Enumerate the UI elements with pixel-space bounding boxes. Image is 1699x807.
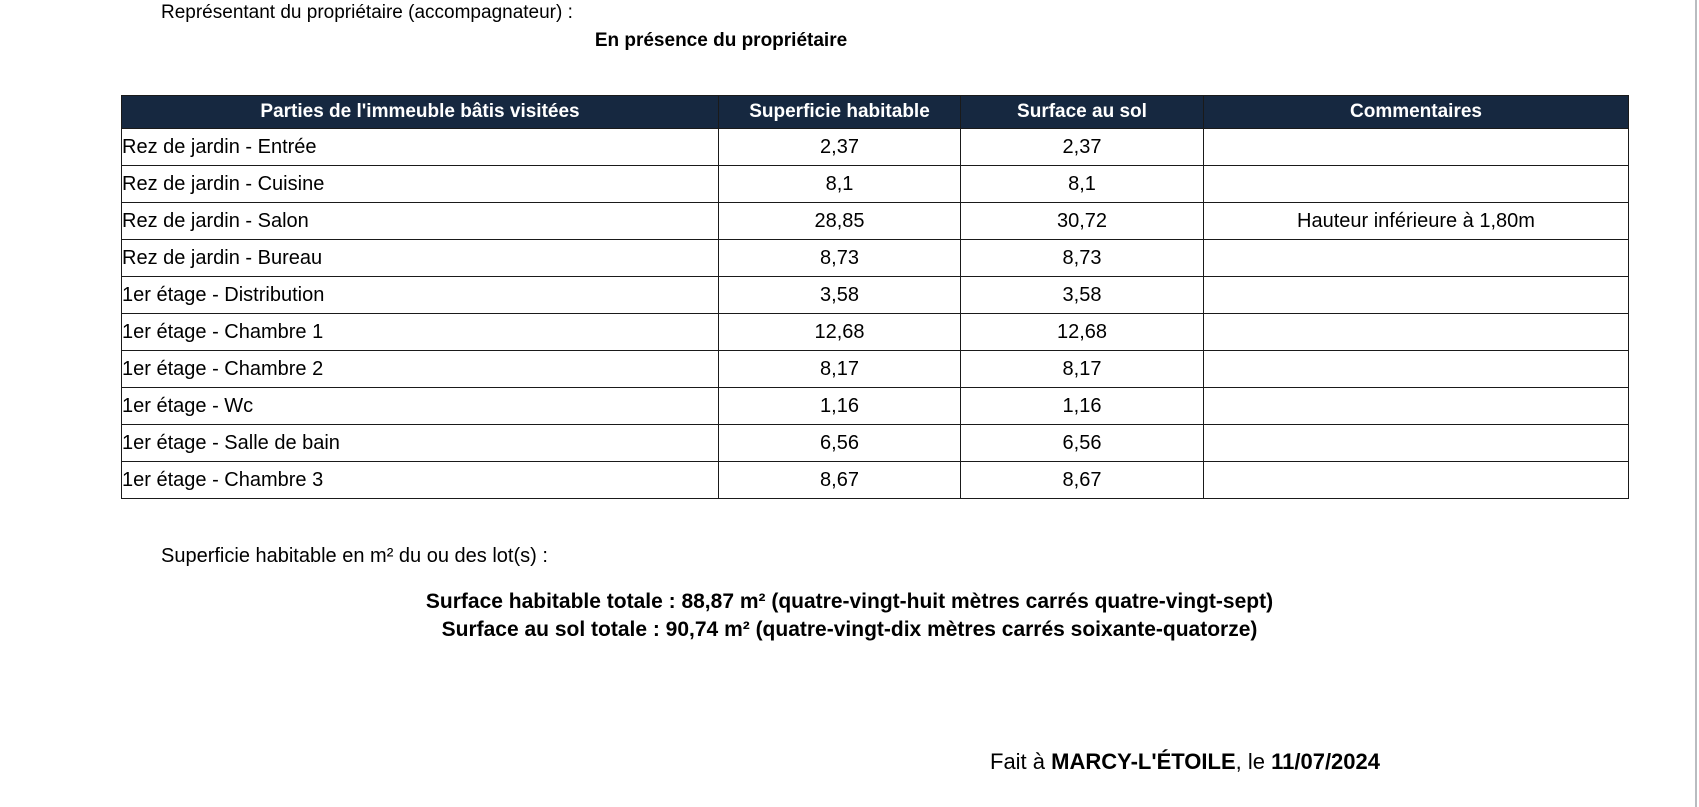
presence-statement: En présence du propriétaire [594, 30, 848, 51]
habitable-cell: 28,85 [718, 202, 961, 240]
header-surface-au-sol: Surface au sol [960, 95, 1204, 129]
table-row: Rez de jardin - Salon 28,85 30,72 Hauteu… [121, 202, 1629, 240]
table-row: 1er étage - Chambre 1 12,68 12,68 [121, 313, 1629, 351]
room-name-cell: 1er étage - Distribution [121, 276, 719, 314]
room-name-cell: Rez de jardin - Entrée [121, 128, 719, 166]
sol-cell: 30,72 [960, 202, 1204, 240]
sol-cell: 8,1 [960, 165, 1204, 203]
comment-cell [1203, 387, 1629, 425]
table-row: Rez de jardin - Cuisine 8,1 8,1 [121, 165, 1629, 203]
comment-cell: Hauteur inférieure à 1,80m [1203, 202, 1629, 240]
room-name-cell: 1er étage - Wc [121, 387, 719, 425]
room-name-cell: 1er étage - Chambre 2 [121, 350, 719, 388]
comment-cell [1203, 128, 1629, 166]
habitable-cell: 8,73 [718, 239, 961, 277]
table-header-row: Parties de l'immeuble bâtis visitées Sup… [121, 95, 1629, 129]
signature-line: Fait à MARCY-L'ÉTOILE, le 11/07/2024 [990, 749, 1380, 775]
signature-date: 11/07/2024 [1271, 749, 1381, 774]
header-commentaires: Commentaires [1203, 95, 1629, 129]
table-row: 1er étage - Chambre 3 8,67 8,67 [121, 461, 1629, 499]
comment-cell [1203, 350, 1629, 388]
table-row: Rez de jardin - Bureau 8,73 8,73 [121, 239, 1629, 277]
habitable-cell: 1,16 [718, 387, 961, 425]
sol-cell: 12,68 [960, 313, 1204, 351]
sol-cell: 8,67 [960, 461, 1204, 499]
signature-city: MARCY-L'ÉTOILE [1051, 749, 1236, 774]
sol-cell: 1,16 [960, 387, 1204, 425]
habitable-cell: 12,68 [718, 313, 961, 351]
table-row: Rez de jardin - Entrée 2,37 2,37 [121, 128, 1629, 166]
totals-block: Surface habitable totale : 88,87 m² (qua… [0, 588, 1699, 644]
header-parties: Parties de l'immeuble bâtis visitées [121, 95, 719, 129]
comment-cell [1203, 313, 1629, 351]
sol-cell: 6,56 [960, 424, 1204, 462]
table-row: 1er étage - Wc 1,16 1,16 [121, 387, 1629, 425]
signature-prefix: Fait à [990, 749, 1052, 774]
owner-representative-label: Représentant du propriétaire (accompagna… [161, 2, 573, 23]
table-row: 1er étage - Chambre 2 8,17 8,17 [121, 350, 1629, 388]
comment-cell [1203, 165, 1629, 203]
sol-cell: 3,58 [960, 276, 1204, 314]
comment-cell [1203, 461, 1629, 499]
room-name-cell: Rez de jardin - Cuisine [121, 165, 719, 203]
sol-cell: 8,73 [960, 239, 1204, 277]
room-name-cell: 1er étage - Salle de bain [121, 424, 719, 462]
room-name-cell: 1er étage - Chambre 1 [121, 313, 719, 351]
visited-parts-table: Parties de l'immeuble bâtis visitées Sup… [121, 95, 1629, 499]
superficie-habitable-label: Superficie habitable en m² du ou des lot… [161, 545, 548, 567]
page-edge-divider [1695, 0, 1697, 807]
habitable-cell: 8,1 [718, 165, 961, 203]
room-name-cell: Rez de jardin - Salon [121, 202, 719, 240]
sol-cell: 2,37 [960, 128, 1204, 166]
room-name-cell: Rez de jardin - Bureau [121, 239, 719, 277]
comment-cell [1203, 239, 1629, 277]
total-sol-line: Surface au sol totale : 90,74 m² (quatre… [441, 618, 1258, 641]
habitable-cell: 2,37 [718, 128, 961, 166]
sol-cell: 8,17 [960, 350, 1204, 388]
table-row: 1er étage - Distribution 3,58 3,58 [121, 276, 1629, 314]
habitable-cell: 3,58 [718, 276, 961, 314]
header-superficie-habitable: Superficie habitable [718, 95, 961, 129]
table-row: 1er étage - Salle de bain 6,56 6,56 [121, 424, 1629, 462]
habitable-cell: 6,56 [718, 424, 961, 462]
comment-cell [1203, 424, 1629, 462]
habitable-cell: 8,67 [718, 461, 961, 499]
total-habitable-line: Surface habitable totale : 88,87 m² (qua… [425, 590, 1274, 613]
signature-middle: , le [1235, 749, 1272, 774]
room-name-cell: 1er étage - Chambre 3 [121, 461, 719, 499]
habitable-cell: 8,17 [718, 350, 961, 388]
comment-cell [1203, 276, 1629, 314]
